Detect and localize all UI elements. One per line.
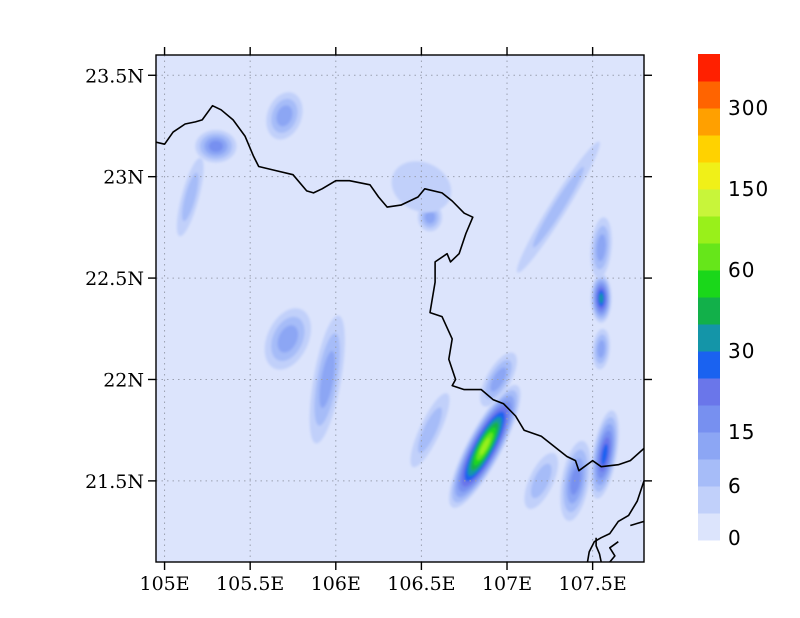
precip-cell (176, 157, 204, 237)
colorbar-swatch (698, 432, 720, 460)
colorbar-swatch (698, 486, 720, 514)
colorbar-swatch (698, 378, 720, 406)
colorbar-swatch (698, 297, 720, 325)
colorbar-label: 300 (728, 96, 769, 120)
precip-cell (195, 130, 237, 163)
precip-cell (590, 274, 612, 323)
colorbar-swatch (698, 270, 720, 298)
precip-cell (449, 384, 521, 508)
precip-cell (590, 217, 612, 278)
plot-area (155, 54, 645, 563)
colorbar-swatch (698, 216, 720, 244)
country-border (595, 537, 602, 562)
colorbar-label: 6 (728, 474, 742, 498)
precip-contour-level-7 (599, 293, 604, 304)
country-border (609, 541, 619, 562)
colorbar-swatch (698, 513, 720, 541)
colorbar-swatch (698, 135, 720, 163)
precip-contour-level-3 (424, 210, 436, 224)
colorbar-swatch (698, 162, 720, 190)
precip-cell (410, 393, 450, 468)
lon-tick-label: 107E (482, 573, 532, 595)
precip-cell (264, 308, 311, 370)
colorbar-swatch (698, 81, 720, 109)
precip-contour-level-1 (391, 161, 452, 213)
colorbar-swatch (698, 351, 720, 379)
country-border (586, 480, 644, 562)
colorbar-label: 60 (728, 258, 755, 282)
precip-contour-level-2 (417, 407, 442, 453)
colorbar-label: 15 (728, 420, 755, 444)
lon-tick-label: 105E (139, 573, 189, 595)
precip-cell (516, 141, 600, 273)
gridlines (156, 55, 644, 562)
precip-contour-level-4 (208, 140, 224, 152)
colorbar-label: 150 (728, 177, 769, 201)
country-border (156, 104, 644, 472)
lon-tick-label: 106E (311, 573, 361, 595)
lat-tick-label: 23N (103, 167, 144, 189)
colorbar-swatch (698, 459, 720, 487)
precip-cell (560, 440, 591, 521)
lon-tick-label: 105.5E (216, 573, 284, 595)
country-border (630, 520, 644, 527)
lon-tick-label: 107.5E (558, 573, 626, 595)
colorbar-label: 0 (728, 526, 742, 550)
precipitation-contours (176, 92, 619, 521)
precip-contour-level-6 (601, 443, 609, 466)
lat-tick-label: 21.5N (85, 471, 144, 493)
colorbar-swatch (698, 405, 720, 433)
colorbar-swatch (698, 324, 720, 352)
precip-cell (590, 410, 619, 499)
precip-contour-level-2 (532, 166, 584, 248)
lat-tick-label: 23.5N (85, 65, 144, 87)
colorbar-label: 30 (728, 339, 755, 363)
precip-contour-level-4 (570, 466, 581, 495)
precip-cell (266, 92, 303, 140)
lat-tick-label: 22.5N (85, 268, 144, 290)
colorbar: 0 6 15 30 60 150 300 (698, 54, 769, 550)
colorbar-swatch (698, 54, 720, 82)
axis-ticks: 105E 105.5E 106E 106.5E 107E 107.5E 23.5N 23N 22… (85, 47, 652, 595)
precip-contour-level-2 (182, 172, 199, 222)
precip-cell (391, 161, 452, 213)
lat-tick-label: 22N (103, 369, 144, 391)
precip-contour-level-3 (597, 340, 606, 359)
colorbar-swatch (698, 189, 720, 217)
precip-contour-level-3 (276, 105, 293, 127)
precip-contour-level-3 (277, 325, 299, 353)
colorbar-swatch (698, 108, 720, 136)
precip-contour-level-11 (479, 437, 490, 455)
plot-frame (155, 54, 645, 563)
precip-cell (592, 328, 610, 370)
precip-contour-level-3 (596, 234, 606, 262)
lon-tick-label: 106.5E (387, 573, 455, 595)
colorbar-swatch (698, 243, 720, 271)
country-borders (156, 104, 644, 562)
